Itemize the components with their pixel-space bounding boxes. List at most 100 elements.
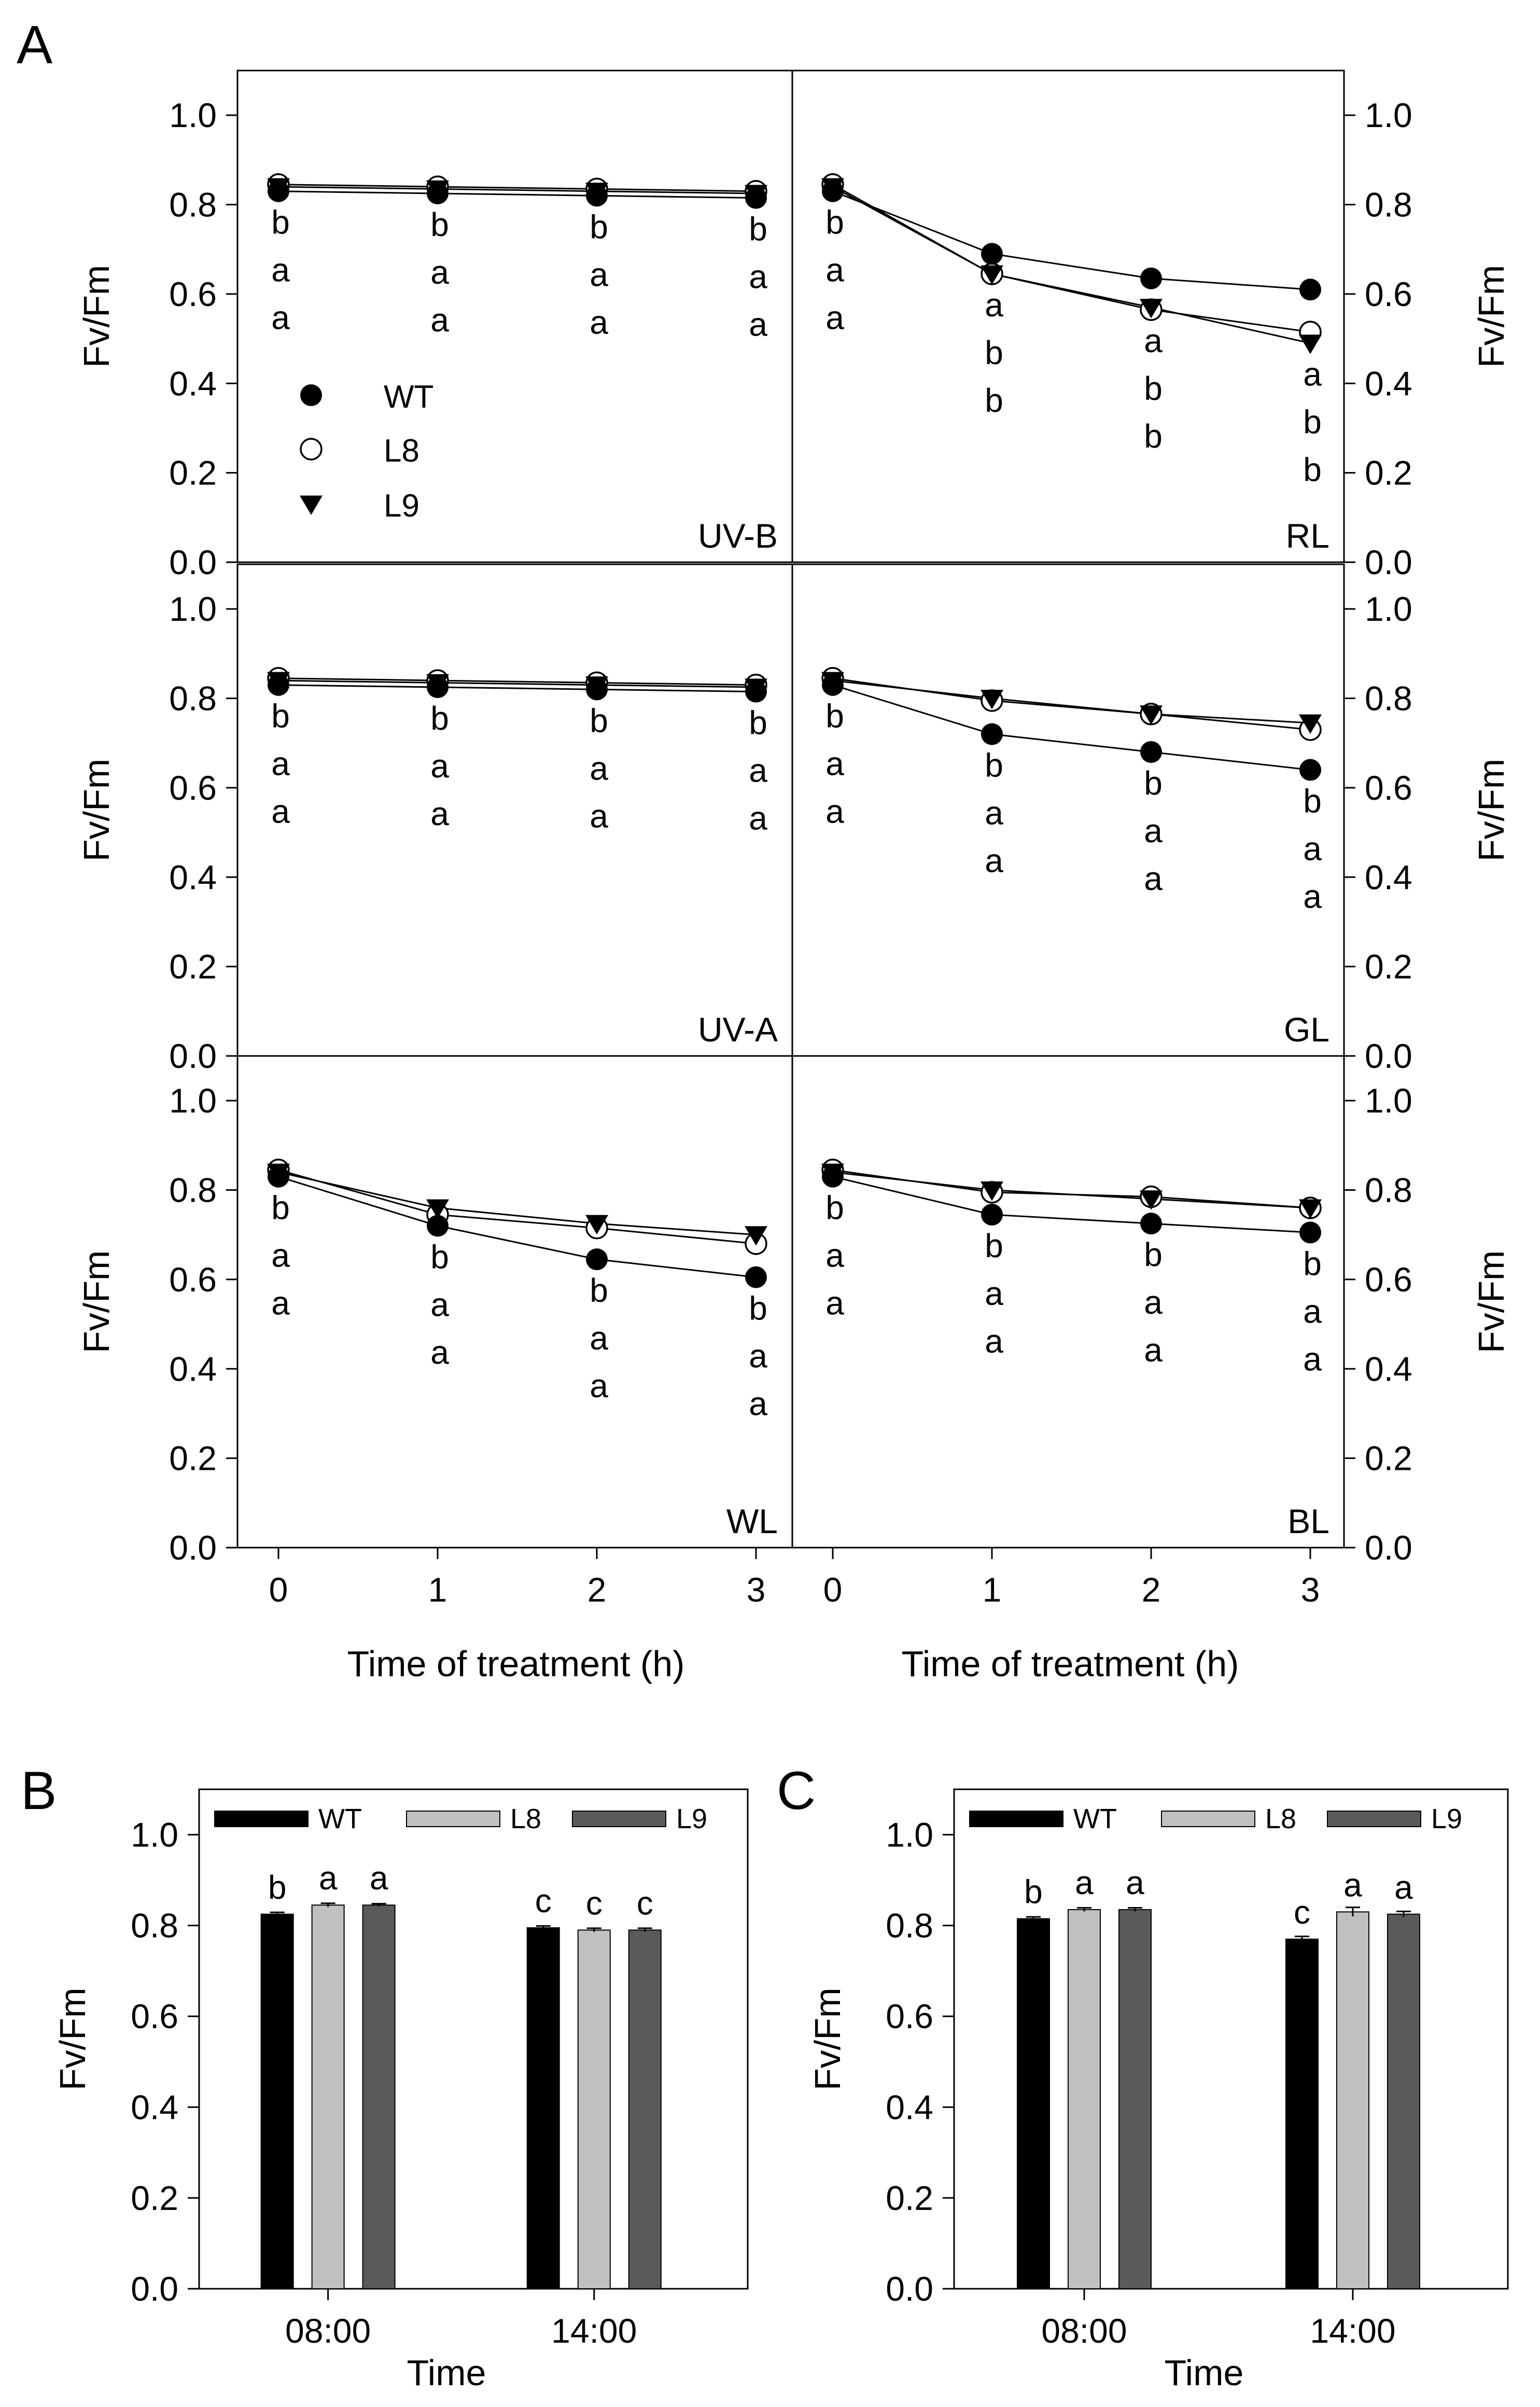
panel-letter-c: C [777,1761,816,1821]
wt-marker [1299,279,1321,301]
significance-letter: a [1303,1340,1322,1378]
wt-line [278,190,757,199]
significance-letter: b [1303,782,1322,819]
y-tick-label: 1.0 [886,1816,933,1854]
l9-bar [1118,1909,1152,2289]
x-tick-label: 2 [1142,1570,1161,1609]
significance-letter: b [430,700,449,737]
y-tick-label: 0.8 [886,1907,933,1945]
l8-line [832,1169,1311,1209]
wt-bar [260,1913,294,2289]
y-tick-label: 0.8 [1365,679,1412,718]
l9-line [278,186,757,194]
l8-line [278,184,757,192]
significance-letter: a [825,299,844,337]
significance-letter: b [268,1869,287,1906]
significance-letter: a [1343,1866,1362,1903]
y-tick-label: 0.2 [169,454,217,492]
significance-letter: a [590,749,608,787]
significance-letter: b [985,334,1003,371]
wt-marker [586,185,608,207]
y-tick-label: 0.0 [1365,543,1412,581]
significance-letter: a [590,1367,608,1404]
significance-letter: c [535,1882,552,1919]
y-axis-title: Fv/Fm [76,265,117,368]
significance-letter: a [271,252,290,289]
treatment-label: BL [1287,1502,1329,1540]
wt-line [832,1176,1311,1233]
significance-letter: a [985,1323,1003,1360]
significance-letter: a [271,1237,290,1274]
significance-letter: a [825,252,844,289]
y-tick-label: 0.6 [1365,769,1412,807]
significance-letter: b [271,1189,290,1227]
y-tick-label: 0.4 [1365,1349,1412,1388]
legend-swatch [969,1811,1063,1827]
significance-letter: a [825,745,844,783]
y-tick-label: 0.2 [169,948,217,986]
y-axis-title: Fv/Fm [1471,759,1511,861]
y-axis-title: Fv/Fm [1471,265,1511,368]
wt-marker [427,183,449,204]
significance-letter: b [749,704,767,742]
significance-letter: a [271,1285,290,1322]
y-tick-label: 0.4 [169,1349,217,1388]
x-axis-title: Time of treatment (h) [902,1644,1239,1684]
significance-letter: a [271,299,290,337]
significance-letter: b [1144,418,1163,455]
wt-line [832,190,1311,290]
y-tick-label: 0.4 [131,2088,178,2126]
y-tick-label: 0.2 [1365,948,1412,986]
l9-marker [1299,1199,1322,1219]
wt-marker [268,180,289,202]
wt-marker [822,1165,844,1188]
y-tick-label: 1.0 [169,1081,217,1120]
x-tick-label: 08:00 [1041,2312,1127,2350]
y-tick-label: 0.2 [1365,1439,1412,1478]
significance-letter: a [825,793,844,830]
wt-marker [1299,1221,1321,1244]
l9-bar [1387,1913,1420,2289]
wt-marker [745,680,767,703]
wt-marker [268,674,289,696]
wt-line [278,1176,757,1278]
l9-marker [1140,299,1163,318]
x-tick-label: 08:00 [285,2312,371,2350]
y-tick-label: 0.2 [1365,454,1412,492]
legend-swatch [1327,1811,1421,1827]
legend-label: WT [1073,1803,1117,1834]
l8-bar [577,1929,611,2289]
legend-swatch [1161,1811,1255,1827]
significance-letter: a [1144,1284,1163,1321]
y-tick-label: 0.0 [169,543,217,581]
significance-letter: a [985,286,1003,324]
legend-swatch [572,1811,666,1827]
y-axis-title: Fv/Fm [1471,1250,1511,1353]
wt-marker [1140,1213,1162,1235]
significance-letter: b [1144,1236,1163,1273]
x-tick-label: 1 [983,1570,1002,1609]
significance-letter: b [1144,764,1163,802]
l8-marker [300,438,323,461]
significance-letter: b [749,1290,767,1327]
y-tick-label: 0.0 [1365,1037,1412,1075]
legend-label: WT [318,1803,362,1834]
legend-label: L9 [1431,1803,1462,1834]
treatment-label: RL [1286,517,1329,555]
l8-bar [311,1904,345,2290]
wt-marker [300,384,322,406]
significance-letter: a [430,1333,449,1371]
treatment-label: WL [726,1502,778,1540]
legend-label: WT [384,379,433,415]
y-tick-label: 0.0 [886,2270,933,2308]
significance-letter: b [590,702,608,739]
x-tick-label: 3 [747,1570,766,1609]
significance-letter: a [430,1286,449,1323]
y-axis-title: Fv/Fm [76,1250,117,1353]
x-tick-label: 14:00 [551,2312,637,2350]
significance-letter: a [985,842,1003,879]
wt-marker [268,1165,289,1188]
y-tick-label: 0.4 [886,2088,933,2126]
y-tick-label: 0.8 [169,679,217,718]
significance-letter: a [825,1285,844,1322]
